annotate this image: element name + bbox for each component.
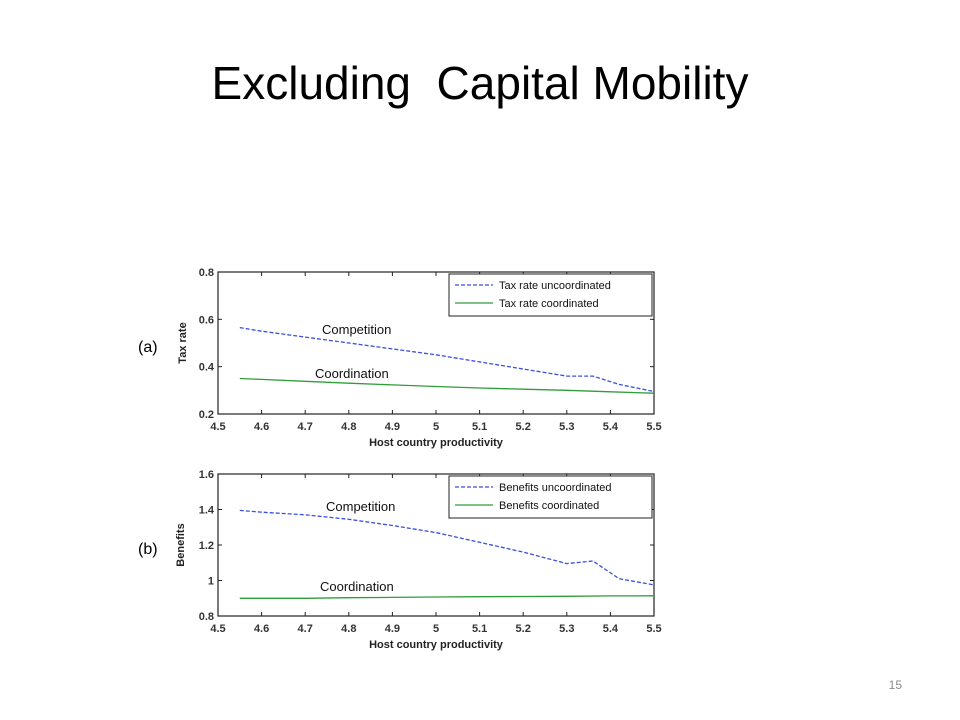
panel-b-y-tick-label: 1.2 xyxy=(199,540,214,552)
panel-b-y-tick-label: 0.8 xyxy=(199,611,214,623)
panel-b-y-tick-label: 1.6 xyxy=(199,469,214,481)
panel-b-x-axis-label: Host country productivity xyxy=(369,639,504,651)
panel-b-label: (b) xyxy=(138,541,158,558)
panel-b-series-coordinated-line xyxy=(239,595,655,599)
panel-a-x-tick-label: 4.5 xyxy=(210,421,225,433)
panel-a-x-tick-label: 4.6 xyxy=(254,421,269,433)
panel-a-x-tick-label: 5.2 xyxy=(516,421,531,433)
panel-b-x-tick-label: 5.1 xyxy=(472,623,487,635)
panel-b-x-tick-label: 4.8 xyxy=(341,623,356,635)
slide-title: Excluding Capital Mobility xyxy=(211,57,749,109)
panel-a-series-coordinated-line xyxy=(239,377,655,394)
panel-a-x-axis-label: Host country productivity xyxy=(369,437,504,449)
panel-a-x-tick-label: 4.7 xyxy=(298,421,313,433)
panel-a-legend-box xyxy=(448,273,653,317)
panel-b-x-tick-label: 4.9 xyxy=(385,623,400,635)
panel-a-annotation-competition: Competition xyxy=(322,322,391,337)
panel-b-x-tick-label: 5 xyxy=(433,623,439,635)
panel-b-y-axis-label: Benefits xyxy=(175,523,187,566)
panel-a-y-tick-label: 0.6 xyxy=(199,314,214,326)
panel-a-y-axis-label: Tax rate xyxy=(177,322,189,363)
panel-b-x-tick-label: 5.5 xyxy=(646,623,661,635)
panel-b-legend-label: Benefits coordinated xyxy=(499,500,599,512)
panel-a-y-tick-label: 0.8 xyxy=(199,267,214,279)
panel-a-x-tick-label: 5.4 xyxy=(603,421,619,433)
panel-a-x-tick-label: 5.1 xyxy=(472,421,487,433)
panel-a-x-tick-label: 5 xyxy=(433,421,439,433)
panel-b-y-tick-label: 1.4 xyxy=(199,505,215,517)
panel-b-y-tick-label: 1 xyxy=(208,576,214,588)
panel-a-annotation-coordination: Coordination xyxy=(315,366,389,381)
panel-a-legend-label: Tax rate coordinated xyxy=(499,298,599,310)
panel-b-legend-label: Benefits uncoordinated xyxy=(499,482,612,494)
panel-a-series-uncoordinated-line xyxy=(239,326,655,393)
panel-a-x-tick-label: 5.5 xyxy=(646,421,661,433)
panel-b-series-uncoordinated-line xyxy=(239,509,655,586)
panel-a-y-tick-label: 0.4 xyxy=(199,362,215,374)
panel-a-x-tick-label: 4.9 xyxy=(385,421,400,433)
panel-b-x-tick-label: 5.2 xyxy=(516,623,531,635)
panel-b-legend-box xyxy=(448,475,653,519)
panel-b-x-tick-label: 4.7 xyxy=(298,623,313,635)
panel-b-annotation-coordination: Coordination xyxy=(320,579,394,594)
panel-b-x-tick-label: 5.4 xyxy=(603,623,619,635)
panel-a-y-tick-label: 0.2 xyxy=(199,409,214,421)
page-number: 15 xyxy=(888,678,902,692)
panel-b-annotation-competition: Competition xyxy=(326,499,395,514)
panel-a-label: (a) xyxy=(138,339,158,356)
panel-a-legend-label: Tax rate uncoordinated xyxy=(499,280,611,292)
panel-a-x-tick-label: 4.8 xyxy=(341,421,356,433)
panel-b-x-tick-label: 5.3 xyxy=(559,623,574,635)
panel-b-x-tick-label: 4.6 xyxy=(254,623,269,635)
panel-a-x-tick-label: 5.3 xyxy=(559,421,574,433)
panel-b-x-tick-label: 4.5 xyxy=(210,623,225,635)
